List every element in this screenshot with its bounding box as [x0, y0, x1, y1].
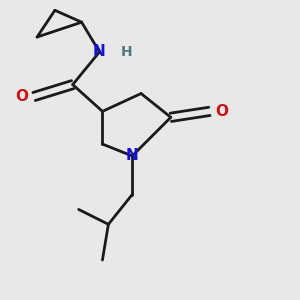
Text: O: O: [215, 104, 228, 119]
Text: N: N: [93, 44, 106, 59]
Text: N: N: [126, 148, 139, 164]
Text: H: H: [120, 45, 132, 59]
Text: O: O: [16, 89, 29, 104]
